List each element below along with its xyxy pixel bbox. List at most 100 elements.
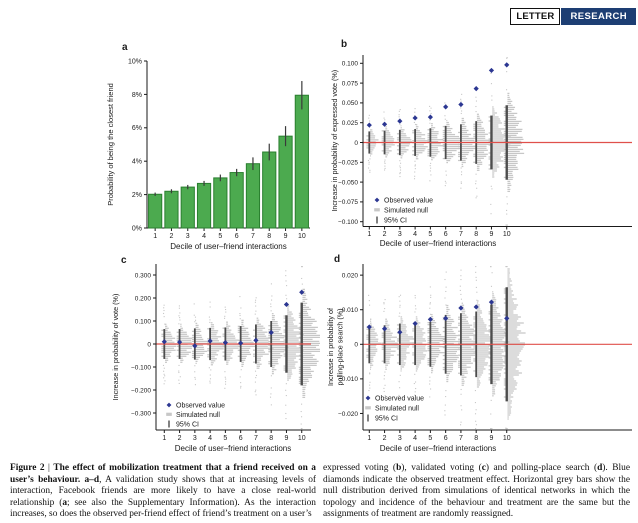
svg-text:4%: 4%	[132, 159, 142, 166]
svg-text:7: 7	[254, 435, 258, 442]
observed-values	[366, 62, 510, 128]
caption-segment: a	[62, 497, 67, 508]
svg-text:3: 3	[398, 435, 402, 442]
svg-text:2: 2	[383, 231, 387, 238]
svg-text:0.300: 0.300	[135, 272, 152, 279]
x-axis-label: Decile of user–friend interactions	[380, 444, 497, 453]
svg-text:95% CI: 95% CI	[384, 218, 407, 225]
legend: Observed value Simulated null 95% CI	[166, 403, 225, 429]
svg-text:1: 1	[153, 233, 157, 240]
svg-text:6: 6	[444, 435, 448, 442]
x-axis-label: Decile of user–friend interactions	[380, 239, 497, 248]
caption-segment: c	[481, 463, 486, 473]
caption-segment: , A validation study shows that at incre…	[10, 474, 316, 508]
svg-text:95% CI: 95% CI	[375, 416, 398, 423]
svg-text:−0.075: −0.075	[338, 199, 358, 206]
simulated-null-distributions	[161, 266, 320, 430]
svg-text:1: 1	[367, 435, 371, 442]
figure-caption: Figure 2 | The effect of mobilization tr…	[10, 463, 630, 521]
svg-text:1: 1	[367, 231, 371, 238]
research-tag-label: RESEARCH	[570, 11, 627, 22]
panel-letter: a	[122, 42, 128, 53]
svg-text:−0.025: −0.025	[338, 160, 358, 167]
legend: Observed value Simulated null 95% CI	[374, 198, 433, 225]
svg-text:Simulated null: Simulated null	[384, 208, 428, 215]
caption-segment: ; see also the Supplementary Information…	[10, 497, 316, 520]
simulated-null-distributions	[366, 266, 526, 430]
caption-segment: ), validated voting (	[401, 463, 482, 473]
svg-text:6: 6	[235, 233, 239, 240]
svg-text:5: 5	[428, 231, 432, 238]
letter-tag-label: LETTER	[516, 11, 555, 22]
caption-segment: b	[396, 463, 402, 473]
caption-segment: ). Blue diamonds indicate the observed t…	[323, 463, 630, 519]
panel-letter: b	[341, 39, 347, 50]
svg-text:Simulated null: Simulated null	[176, 412, 220, 419]
panel-letter: c	[121, 255, 127, 266]
svg-text:−0.020: −0.020	[338, 411, 358, 418]
svg-text:0.075: 0.075	[342, 80, 359, 87]
svg-text:8: 8	[474, 231, 478, 238]
svg-text:8: 8	[269, 435, 273, 442]
figure-caption-right-column: expressed voting (b), validated voting (…	[323, 463, 630, 521]
svg-text:3: 3	[398, 231, 402, 238]
simulated-null-distributions	[366, 57, 525, 226]
caption-segment: Figure 2	[10, 463, 45, 473]
svg-text:2: 2	[169, 233, 173, 240]
svg-text:5: 5	[218, 233, 222, 240]
svg-text:0.050: 0.050	[342, 100, 359, 107]
bars	[148, 81, 309, 229]
caption-segment: |	[44, 463, 54, 473]
svg-text:2%: 2%	[132, 192, 142, 199]
panel-c-vote-chart: 0.300 0.200 0.100 0 −0.100 −0.200 −0.300 1 2 3 4 5 6…	[111, 255, 320, 453]
svg-text:8: 8	[474, 435, 478, 442]
svg-text:5: 5	[223, 435, 227, 442]
svg-text:4: 4	[413, 231, 417, 238]
research-tag: RESEARCH	[561, 8, 636, 25]
svg-text:1: 1	[162, 435, 166, 442]
x-axis-label: Decile of user–friend interactions	[170, 242, 287, 251]
caption-segment: a–d	[84, 474, 100, 485]
caption-segment: d	[597, 463, 603, 473]
svg-text:−0.300: −0.300	[131, 410, 151, 417]
svg-text:0: 0	[354, 140, 358, 147]
svg-text:95% CI: 95% CI	[176, 422, 199, 429]
panel-letter: d	[334, 254, 340, 265]
svg-text:Probability of being the close: Probability of being the closest friend	[106, 83, 115, 206]
x-axis-label: Decile of user–friend interactions	[175, 444, 292, 453]
svg-text:3: 3	[193, 435, 197, 442]
svg-text:9: 9	[490, 231, 494, 238]
panel-b-expressed-vote-chart: 0.100 0.075 0.050 0.025 0 −0.025 −0.050 −0.075 −…	[330, 39, 632, 248]
caption-segment: expressed voting (	[323, 463, 397, 473]
svg-text:0.200: 0.200	[135, 295, 152, 302]
svg-text:8: 8	[267, 233, 271, 240]
axes: 0% 2% 4% 6% 8% 10% 1 2 3 4 5 6 7 8 9 10	[128, 58, 310, 240]
svg-text:0: 0	[147, 341, 151, 348]
svg-text:0.020: 0.020	[342, 272, 359, 279]
svg-text:9: 9	[285, 435, 289, 442]
svg-text:5: 5	[428, 435, 432, 442]
svg-text:−0.100: −0.100	[338, 219, 358, 226]
svg-text:10%: 10%	[128, 58, 142, 65]
svg-text:4: 4	[208, 435, 212, 442]
panel-d-polling-place-search-chart: 0.020 0.010 0 −0.010 −0.020 1 2 3 4 5 6 7 8 9 10 Decile…	[326, 254, 632, 453]
svg-text:−0.010: −0.010	[338, 376, 358, 383]
svg-text:4: 4	[413, 435, 417, 442]
svg-text:0%: 0%	[132, 225, 142, 232]
svg-text:7: 7	[459, 231, 463, 238]
svg-text:9: 9	[490, 435, 494, 442]
svg-text:polling-place search (%): polling-place search (%)	[336, 308, 345, 385]
axes: 0.020 0.010 0 −0.010 −0.020 1 2 3 4 5 6 7 8 9 10	[338, 264, 632, 442]
svg-text:0: 0	[354, 342, 358, 349]
svg-text:6%: 6%	[132, 125, 142, 132]
svg-text:0.010: 0.010	[342, 307, 359, 314]
svg-text:−0.200: −0.200	[131, 387, 151, 394]
svg-text:10: 10	[298, 435, 306, 442]
svg-text:10: 10	[503, 231, 511, 238]
letter-tag: LETTER	[510, 8, 561, 25]
caption-segment: The effect of mobilization treatment tha…	[10, 463, 316, 485]
svg-text:0.025: 0.025	[342, 120, 359, 127]
legend: Observed value Simulated null 95% CI	[365, 396, 424, 423]
svg-text:3: 3	[186, 233, 190, 240]
